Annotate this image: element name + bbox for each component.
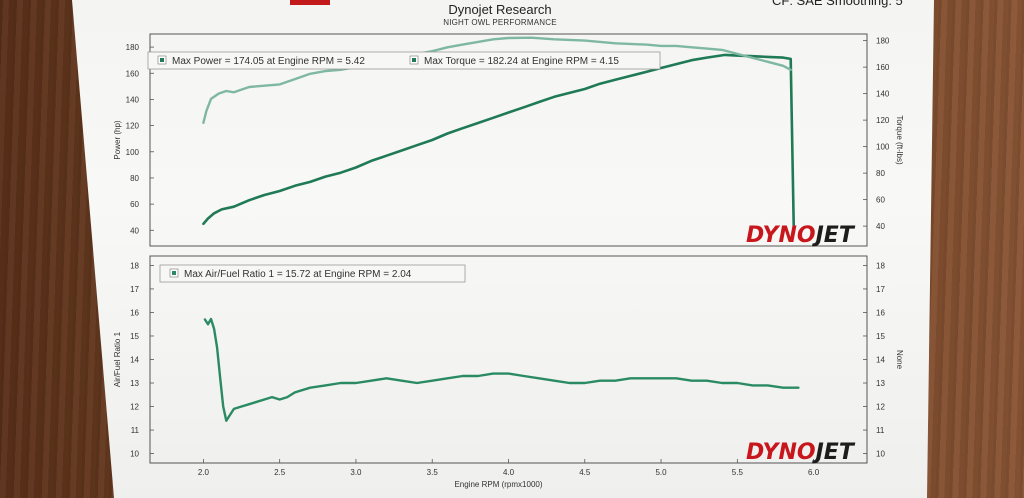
left-tick-label: 100 (126, 148, 140, 157)
legend-entry: Max Air/Fuel Ratio 1 = 15.72 at Engine R… (184, 269, 412, 280)
right-tick-label: 160 (876, 63, 890, 72)
dynojet-logo-dyno: DYNO (746, 440, 816, 465)
left-tick-label: 18 (130, 261, 139, 270)
left-tick-label: 40 (130, 226, 139, 235)
right-axis-title: Torque (ft-lbs) (895, 115, 904, 165)
left-tick-label: 15 (130, 332, 139, 341)
right-tick-label: 13 (876, 379, 885, 388)
right-tick-label: 40 (876, 222, 885, 231)
right-tick-label: 11 (876, 426, 885, 435)
series-line-1-1 (202, 53, 796, 232)
right-tick-label: 18 (876, 261, 885, 270)
left-tick-label: 140 (126, 95, 140, 104)
dynojet-logo-jet: JET (812, 440, 856, 465)
left-axis-title: Power (hp) (113, 120, 122, 159)
x-tick-label: 5.0 (655, 468, 667, 477)
legend-swatch (172, 271, 176, 275)
x-tick-label: 5.5 (732, 468, 744, 477)
right-tick-label: 80 (876, 169, 885, 178)
left-tick-label: 120 (126, 122, 140, 131)
right-tick-label: 10 (876, 450, 885, 459)
left-tick-label: 60 (130, 200, 139, 209)
right-tick-label: 16 (876, 308, 885, 317)
x-tick-label: 4.5 (579, 468, 591, 477)
legend-swatch (160, 58, 164, 62)
report-title: Dynojet Research (448, 2, 552, 17)
right-tick-label: 15 (876, 332, 885, 341)
legend-entry: Max Torque = 182.24 at Engine RPM = 4.15 (424, 56, 619, 67)
plot-frame-2 (149, 255, 868, 464)
x-tick-label: 3.5 (427, 468, 439, 477)
left-tick-label: 180 (126, 43, 140, 52)
dynojet-logo: DYNOJET (746, 440, 856, 465)
x-axis-title: Engine RPM (rpmx1000) (454, 480, 542, 489)
right-tick-label: 12 (876, 403, 885, 412)
right-tick-label: 14 (876, 356, 885, 365)
right-tick-label: 17 (876, 285, 885, 294)
dynojet-logo-jet: JET (812, 223, 856, 248)
shop-name: NIGHT OWL PERFORMANCE (443, 18, 557, 27)
left-tick-label: 17 (130, 285, 139, 294)
left-tick-label: 16 (130, 308, 139, 317)
left-tick-label: 13 (130, 379, 139, 388)
x-tick-label: 2.5 (274, 468, 286, 477)
left-tick-label: 80 (130, 174, 139, 183)
left-tick-label: 160 (126, 69, 140, 78)
red-header-mark (290, 0, 330, 5)
left-tick-label: 10 (130, 450, 139, 459)
legend-box-1 (147, 51, 661, 70)
x-tick-label: 2.0 (198, 468, 210, 477)
x-tick-label: 4.0 (503, 468, 515, 477)
legend-entry: Max Power = 174.05 at Engine RPM = 5.42 (172, 56, 365, 67)
plot-frame-1 (149, 33, 868, 247)
series-line-2-1 (203, 317, 800, 422)
right-tick-label: 60 (876, 196, 885, 205)
right-tick-label: 140 (876, 90, 890, 99)
x-tick-label: 6.0 (808, 468, 820, 477)
legend-swatch (412, 58, 416, 62)
left-axis-title: Air/Fuel Ratio 1 (113, 331, 122, 387)
left-tick-label: 14 (130, 356, 139, 365)
right-axis-title: None (895, 350, 904, 370)
correction-factor-label: CF: SAE Smoothing: 5 (772, 0, 903, 8)
right-tick-label: 100 (876, 143, 890, 152)
left-tick-label: 12 (130, 403, 139, 412)
legend-box-2 (159, 264, 466, 283)
left-tick-label: 11 (131, 426, 140, 435)
right-tick-label: 180 (876, 37, 890, 46)
dynojet-logo-dyno: DYNO (746, 223, 816, 248)
dynojet-logo: DYNOJET (746, 223, 856, 248)
right-tick-label: 120 (876, 116, 890, 125)
x-tick-label: 3.0 (350, 468, 362, 477)
series-line-1-2 (202, 36, 792, 125)
